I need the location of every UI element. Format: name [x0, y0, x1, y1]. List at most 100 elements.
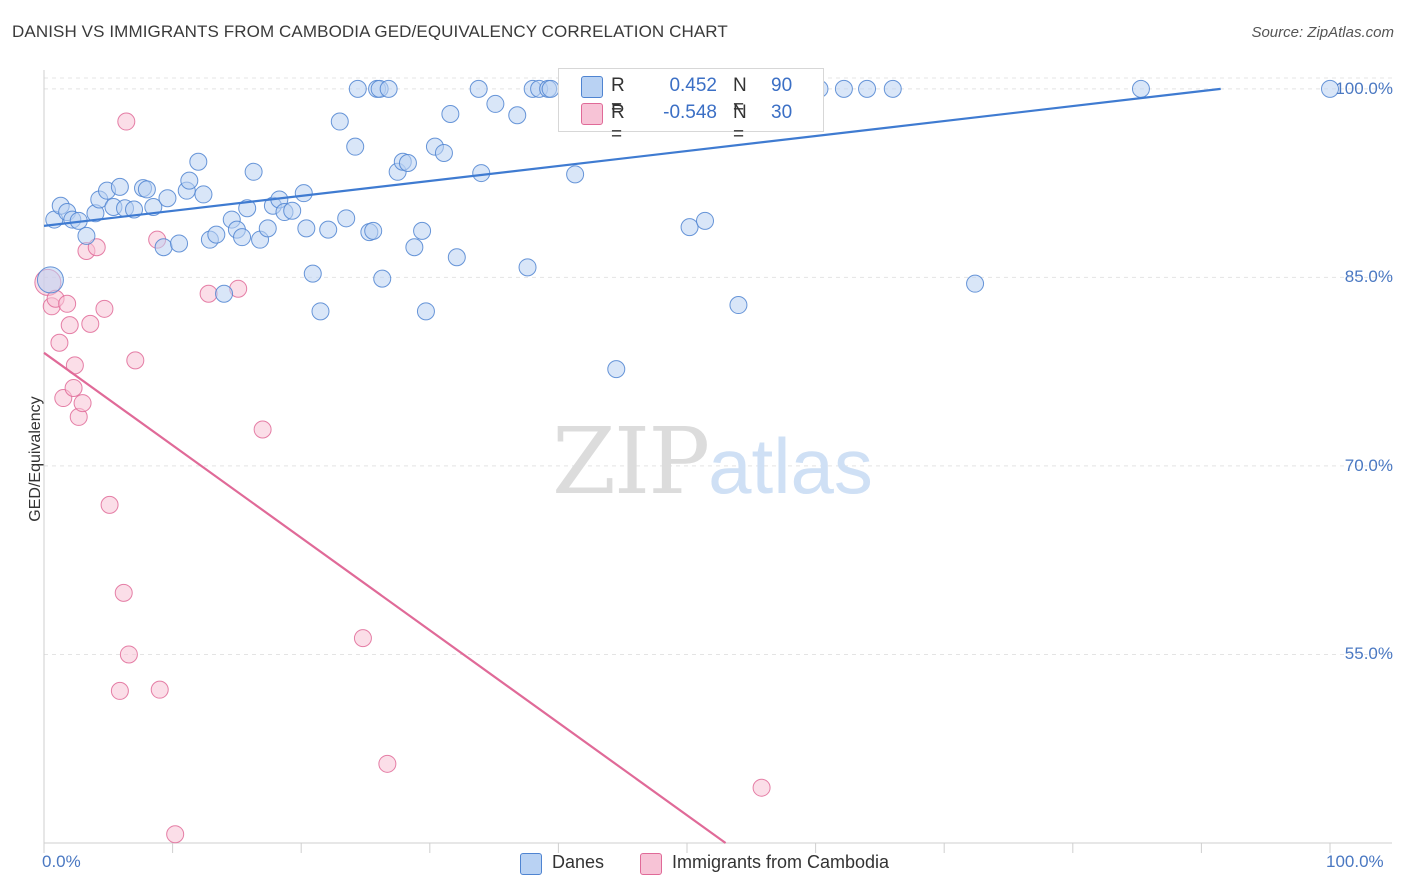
danes-point	[189, 152, 208, 171]
danes-swatch	[581, 76, 603, 98]
y-tick-label: 55.0%	[1344, 644, 1393, 664]
cambodia-point	[64, 378, 83, 397]
y-axis-label: GED/Equivalency	[27, 396, 44, 522]
danes-point	[607, 360, 626, 379]
danes-point	[541, 79, 560, 98]
legend-danes-swatch	[520, 853, 542, 875]
danes-point	[413, 221, 432, 240]
cambodia-trend-line	[43, 351, 727, 844]
danes-point	[337, 209, 356, 228]
danes-point	[170, 234, 189, 253]
x-tick-label-min: 0.0%	[42, 852, 81, 871]
cambodia-point	[126, 351, 145, 370]
stats-legend: R = 0.452 N = 90 R = -0.548 N = 30	[558, 68, 824, 145]
danes-r-value: 0.452	[669, 75, 717, 96]
legend-danes-label: Danes	[552, 852, 605, 872]
danes-point	[311, 302, 330, 321]
danes-point	[486, 94, 505, 113]
chart-source: Source: ZipAtlas.com	[1251, 24, 1394, 41]
danes-point	[154, 238, 173, 257]
danes-point	[258, 219, 277, 238]
danes-point	[566, 165, 585, 184]
danes-point	[434, 143, 453, 162]
danes-point	[883, 79, 902, 98]
cambodia-point	[100, 495, 119, 514]
cambodia-point	[119, 645, 138, 664]
watermark-zip: ZIP	[552, 408, 710, 515]
y-tick-label: 100.0%	[1335, 78, 1393, 98]
danes-point	[447, 248, 466, 267]
danes-point	[238, 199, 257, 218]
cambodia-point	[95, 299, 114, 318]
danes-point	[379, 79, 398, 98]
cambodia-r-label: R =	[611, 102, 625, 145]
cambodia-point	[378, 754, 397, 773]
cambodia-point	[166, 825, 185, 844]
danes-point	[125, 200, 144, 219]
x-tick-label-max: 100.0%	[1326, 852, 1384, 871]
danes-point	[233, 228, 252, 247]
cambodia-r-value: -0.548	[663, 102, 717, 123]
cambodia-point	[752, 778, 771, 797]
cambodia-point	[50, 333, 69, 352]
danes-point	[696, 211, 715, 230]
danes-r-label: R =	[611, 75, 625, 118]
danes-trend-line	[43, 87, 1221, 227]
cambodia-point	[253, 420, 272, 439]
cambodia-point	[150, 680, 169, 699]
cambodia-point	[60, 316, 79, 335]
cambodia-point	[58, 294, 77, 313]
y-tick-label: 70.0%	[1344, 455, 1393, 475]
watermark-atlas: atlas	[708, 422, 873, 510]
danes-point	[319, 220, 338, 239]
danes-point	[469, 79, 488, 98]
cambodia-point	[73, 394, 92, 413]
danes-point	[215, 284, 234, 303]
danes-point	[294, 184, 313, 203]
danes-points	[36, 79, 1339, 379]
danes-point	[858, 79, 877, 98]
trend-lines	[43, 87, 1221, 844]
danes-point	[297, 219, 316, 238]
watermark: ZIPatlas	[552, 408, 873, 515]
danes-n-label: N =	[733, 75, 747, 118]
danes-point	[346, 137, 365, 156]
danes-point	[1321, 79, 1339, 98]
danes-point	[330, 112, 349, 131]
cambodia-point	[117, 112, 136, 131]
danes-point	[834, 79, 853, 98]
danes-point	[373, 269, 392, 288]
danes-point	[194, 185, 213, 204]
danes-point	[416, 302, 435, 321]
danes-point	[348, 79, 367, 98]
cambodia-point	[353, 629, 372, 648]
danes-point	[680, 218, 699, 237]
danes-point	[1131, 79, 1150, 98]
danes-point	[158, 189, 177, 208]
danes-point	[518, 258, 537, 277]
chart-title: DANISH VS IMMIGRANTS FROM CAMBODIA GED/E…	[12, 22, 728, 41]
danes-point	[303, 264, 322, 283]
legend-cambodia-swatch	[640, 853, 662, 875]
danes-point	[137, 180, 156, 199]
danes-point	[405, 238, 424, 257]
y-tick-label: 85.0%	[1344, 267, 1393, 287]
danes-point	[398, 154, 417, 173]
axes	[43, 70, 1392, 853]
danes-point	[77, 226, 96, 245]
danes-point	[36, 266, 64, 294]
danes-point	[144, 198, 163, 217]
danes-point	[244, 162, 263, 181]
danes-point	[508, 106, 527, 125]
legend-cambodia-label: Immigrants from Cambodia	[672, 852, 890, 872]
danes-point	[110, 177, 129, 196]
danes-point	[966, 274, 985, 293]
cambodia-point	[199, 284, 218, 303]
danes-point	[364, 221, 383, 240]
danes-point	[729, 296, 748, 315]
grid-lines	[44, 77, 1392, 655]
danes-point	[441, 104, 460, 123]
danes-point	[207, 225, 226, 244]
danes-point	[180, 171, 199, 190]
cambodia-n-value: 30	[771, 102, 793, 123]
